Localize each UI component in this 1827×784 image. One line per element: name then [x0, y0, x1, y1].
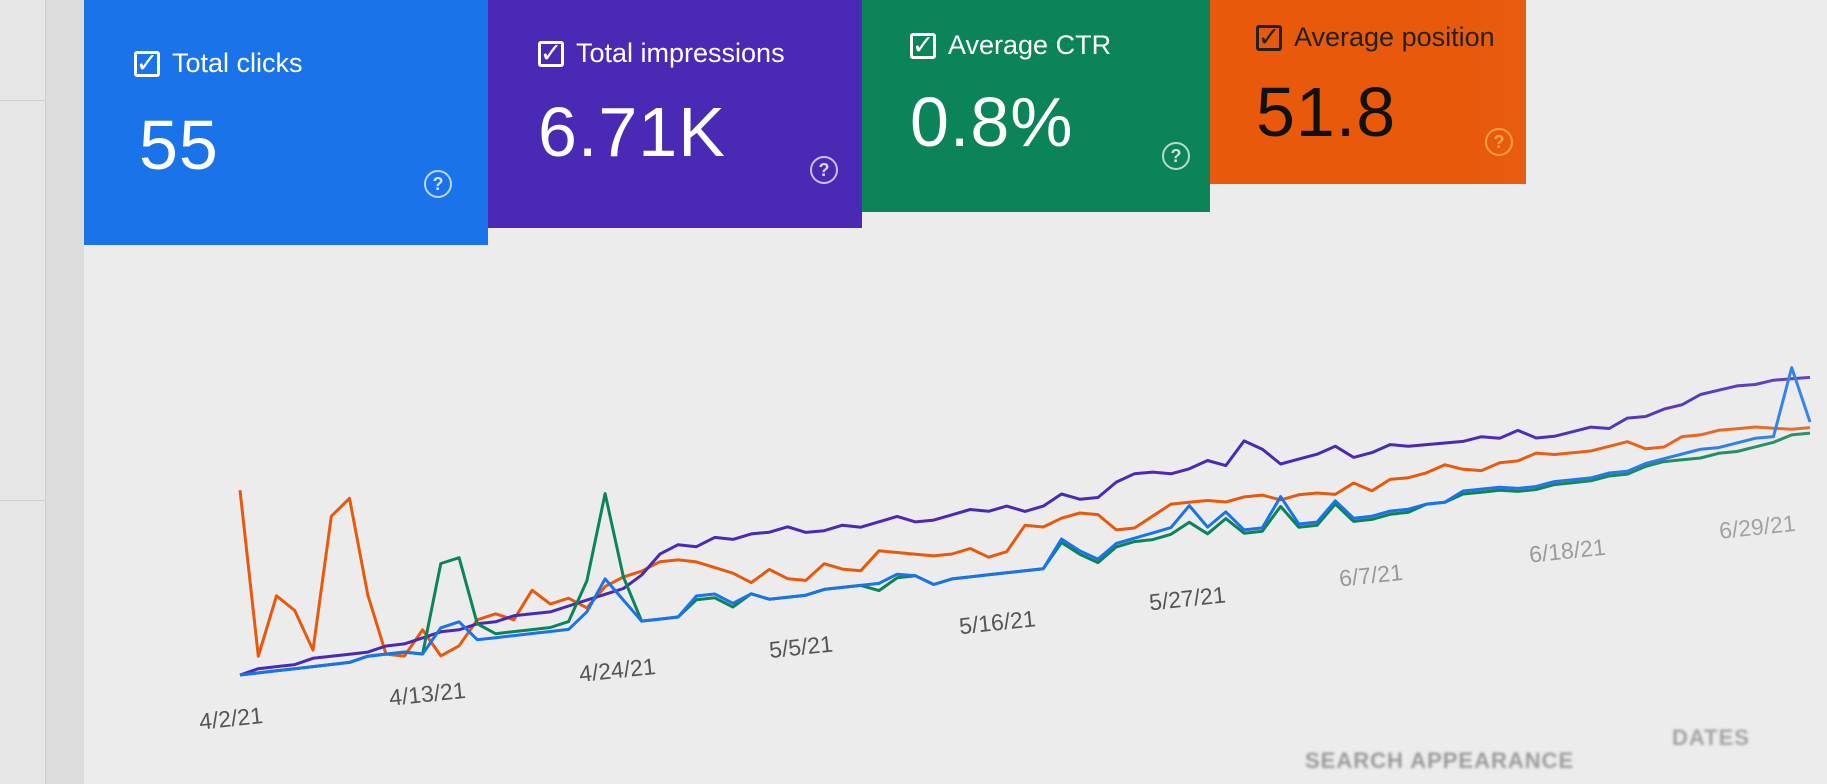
series-line-3 — [239, 366, 1812, 677]
metric-value: 51.8 — [1256, 73, 1397, 151]
x-tick-label: 6/7/21 — [1338, 559, 1404, 592]
metric-card-average-position[interactable]: ✓ Average position 51.8 ? — [1210, 0, 1526, 184]
x-tick-label: 6/29/21 — [1718, 510, 1797, 544]
tab-search-appearance[interactable]: SEARCH APPEARANCE — [1305, 748, 1575, 773]
metric-value: 0.8% — [910, 83, 1074, 161]
metric-label: Average position — [1294, 22, 1495, 52]
x-tick-label: 4/13/21 — [388, 677, 467, 711]
metric-value: 6.71K — [538, 93, 726, 171]
tab-dates[interactable]: DATES — [1672, 725, 1750, 750]
checkbox-checked-icon[interactable]: ✓ — [538, 38, 564, 68]
x-tick-label: 5/16/21 — [958, 605, 1037, 639]
series-line-1 — [239, 375, 1811, 677]
metric-card-average-ctr[interactable]: ✓ Average CTR 0.8% ? — [862, 0, 1210, 212]
left-rail — [0, 0, 46, 784]
rail-divider — [0, 500, 45, 501]
x-tick-label: 4/2/21 — [198, 702, 264, 735]
metric-card-total-clicks[interactable]: ✓ Total clicks 55 ? — [84, 0, 488, 245]
checkbox-checked-icon[interactable]: ✓ — [1256, 22, 1282, 52]
checkbox-checked-icon[interactable]: ✓ — [910, 30, 936, 60]
series-line-0 — [238, 425, 1811, 658]
metric-label: Total clicks — [172, 48, 303, 78]
checkbox-checked-icon[interactable]: ✓ — [134, 48, 160, 78]
metric-card-total-impressions[interactable]: ✓ Total impressions 6.71K ? — [488, 0, 862, 228]
metric-label: Total impressions — [576, 38, 785, 68]
metric-label: Average CTR — [948, 30, 1112, 60]
help-circle-icon[interactable]: ? — [424, 170, 452, 198]
x-tick-label: 5/27/21 — [1148, 581, 1227, 615]
help-circle-icon[interactable]: ? — [810, 156, 838, 184]
rail-divider — [0, 100, 45, 101]
performance-panel: ✓ Total clicks 55 ? ✓ Total impressions … — [84, 0, 1827, 784]
help-circle-icon[interactable]: ? — [1485, 128, 1513, 156]
x-tick-label: 5/5/21 — [768, 630, 834, 663]
x-tick-label: 6/18/21 — [1528, 534, 1607, 568]
x-tick-label: 4/24/21 — [578, 653, 657, 687]
metric-cards: ✓ Total clicks 55 ? ✓ Total impressions … — [84, 0, 1827, 245]
metric-value: 55 — [139, 106, 219, 184]
help-circle-icon[interactable]: ? — [1162, 142, 1190, 170]
